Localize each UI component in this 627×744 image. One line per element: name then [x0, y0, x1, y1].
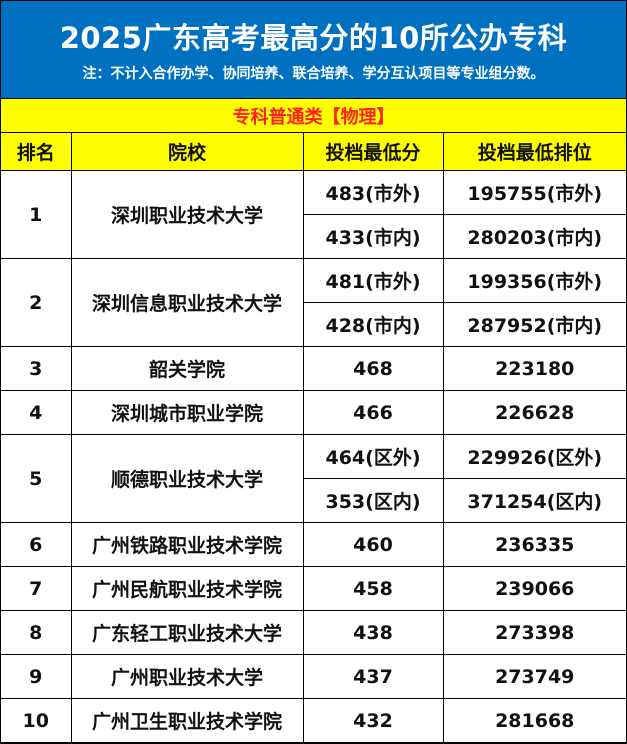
column-header-min-score: 投档最低分 — [302, 132, 444, 171]
min-score-cell: 438 — [302, 610, 444, 655]
table-row: 3 韶关学院 468 223180 — [1, 346, 626, 391]
rank-cell: 3 — [1, 346, 72, 391]
title-banner: 2025广东高考最高分的10所公办专科 注：不计入合作办学、协同培养、联合培养、… — [1, 1, 626, 99]
rank-cell: 9 — [1, 654, 72, 699]
min-position-cell: 199356(市外) — [442, 258, 626, 303]
min-score-cell: 458 — [302, 566, 444, 611]
school-cell: 广州民航职业技术学院 — [70, 566, 304, 611]
min-score-cell: 428(市内) — [303, 302, 444, 347]
school-cell: 广州卫生职业技术学院 — [70, 698, 304, 743]
rank-cell: 8 — [1, 610, 72, 655]
rank-cell: 2 — [1, 258, 72, 347]
table-row: 10 广州卫生职业技术学院 432 281668 — [1, 698, 626, 743]
table-row: 7 广州民航职业技术学院 458 239066 — [1, 566, 626, 611]
table-row: 4 深圳城市职业学院 466 226628 — [1, 390, 626, 435]
min-score-cell: 353(区内) — [303, 478, 444, 523]
table-row: 9 广州职业技术大学 437 273749 — [1, 654, 626, 699]
page-title: 2025广东高考最高分的10所公办专科 — [59, 21, 568, 55]
school-cell: 广州铁路职业技术学院 — [70, 522, 304, 567]
min-position-cell: 280203(市内) — [442, 214, 626, 259]
school-cell: 深圳信息职业技术大学 — [70, 258, 304, 347]
table-row: 433(市内) 280203(市内) — [1, 214, 626, 259]
ranking-table: 专科普通类【物理】 排名 院校 投档最低分 投档最低排位 1 深圳职业技术大学 48… — [1, 99, 626, 743]
min-score-cell: 483(市外) — [302, 170, 444, 215]
school-cell: 韶关学院 — [70, 346, 304, 391]
table-row: 6 广州铁路职业技术学院 460 236335 — [1, 522, 626, 567]
min-score-cell: 481(市外) — [302, 258, 444, 303]
min-score-cell: 460 — [302, 522, 444, 567]
min-score-cell: 432 — [302, 698, 444, 743]
min-position-cell: 239066 — [442, 566, 626, 611]
min-position-cell: 273398 — [442, 610, 626, 655]
column-header-min-position: 投档最低排位 — [442, 132, 626, 171]
table-row: 5 顺德职业技术大学 464(区外) 229926(区外) — [1, 434, 626, 523]
min-position-cell: 223180 — [442, 346, 626, 391]
rank-cell: 4 — [1, 390, 72, 435]
table-row: 1 深圳职业技术大学 483(市外) 195755(市外) — [1, 170, 626, 259]
min-score-cell: 466 — [302, 390, 444, 435]
min-score-cell: 437 — [302, 654, 444, 699]
min-position-cell: 229926(区外) — [442, 434, 626, 479]
rank-cell: 10 — [1, 698, 72, 743]
min-position-cell: 226628 — [442, 390, 626, 435]
min-position-cell: 371254(区内) — [442, 478, 626, 523]
category-label: 专科普通类【物理】 — [1, 99, 626, 133]
rank-cell: 1 — [1, 170, 72, 259]
school-cell: 深圳职业技术大学 — [70, 170, 304, 259]
min-position-cell: 236335 — [442, 522, 626, 567]
min-score-cell: 468 — [302, 346, 444, 391]
rank-cell: 5 — [1, 434, 72, 523]
min-score-cell: 433(市内) — [303, 214, 444, 259]
column-header-rank: 排名 — [1, 132, 72, 171]
school-cell: 深圳城市职业学院 — [70, 390, 304, 435]
rank-cell: 7 — [1, 566, 72, 611]
school-cell: 顺德职业技术大学 — [70, 434, 304, 523]
min-position-cell: 273749 — [442, 654, 626, 699]
footnote: 注：不计入合作办学、协同培养、联合培养、学分互认项目等专业组分数。 — [82, 66, 545, 82]
min-position-cell: 287952(市内) — [442, 302, 626, 347]
rank-cell: 6 — [1, 522, 72, 567]
min-position-cell: 281668 — [442, 698, 626, 743]
table-row: 2 深圳信息职业技术大学 481(市外) 199356(市外) — [1, 258, 626, 347]
min-score-cell: 464(区外) — [302, 434, 444, 479]
table-row: 8 广东轻工职业技术大学 438 273398 — [1, 610, 626, 655]
column-header-school: 院校 — [70, 132, 304, 171]
school-cell: 广州职业技术大学 — [70, 654, 304, 699]
school-cell: 广东轻工职业技术大学 — [70, 610, 304, 655]
min-position-cell: 195755(市外) — [442, 170, 626, 215]
